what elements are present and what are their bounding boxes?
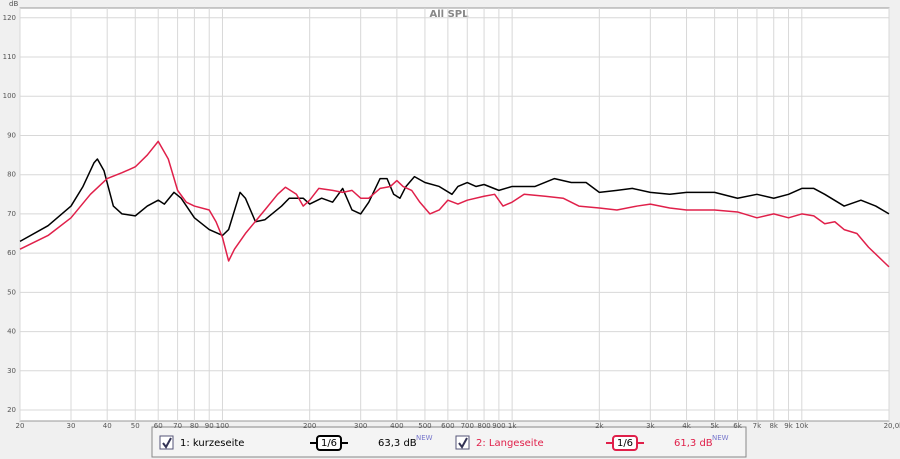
x-tick-label: 70 <box>173 422 182 430</box>
smoothing-label: 1/6 <box>617 438 633 449</box>
y-tick-label: 100 <box>3 92 16 100</box>
x-tick-label: 8k <box>769 422 778 430</box>
y-tick-label: 80 <box>7 171 16 179</box>
plot-area <box>19 7 890 422</box>
x-tick-label: 600 <box>441 422 454 430</box>
y-tick-label: 120 <box>3 14 16 22</box>
x-tick-label: 2k <box>595 422 604 430</box>
legend <box>151 426 747 458</box>
smoothing-box <box>612 435 638 451</box>
chart-title: All SPL <box>430 9 470 20</box>
x-tick-label: 20 <box>16 422 25 430</box>
x-tick-label: 3k <box>646 422 655 430</box>
x-tick-label: 40 <box>103 422 112 430</box>
x-tick-label: 80 <box>190 422 199 430</box>
y-tick-label: 20 <box>7 406 16 414</box>
legend-label: 2: Langeseite <box>476 438 544 449</box>
x-tick-label: 7k <box>753 422 762 430</box>
x-tick-label: 700 <box>461 422 474 430</box>
x-tick-label: 900 <box>492 422 505 430</box>
x-tick-label: 6k <box>733 422 742 430</box>
y-tick-label: 90 <box>7 131 16 139</box>
x-tick-label: 50 <box>131 422 140 430</box>
legend-level: 63,3 dB <box>378 438 417 449</box>
smoothing-label: 1/6 <box>321 438 337 449</box>
new-badge: NEW <box>712 434 729 442</box>
y-tick-label: 110 <box>3 53 16 61</box>
x-tick-label: 5k <box>710 422 719 430</box>
y-tick-label: 50 <box>7 288 16 296</box>
y-tick-label: 60 <box>7 249 16 257</box>
legend-label: 1: kurzeseite <box>180 438 244 449</box>
legend-level: 61,3 dB <box>674 438 713 449</box>
new-badge: NEW <box>416 434 433 442</box>
y-tick-label: 40 <box>7 328 16 336</box>
x-tick-label: 30 <box>67 422 76 430</box>
x-tick-label: 100 <box>216 422 229 430</box>
x-tick-label: 1k <box>508 422 517 430</box>
y-axis-label: dB <box>9 0 18 8</box>
x-tick-label: 60 <box>154 422 163 430</box>
x-tick-label: 4k <box>682 422 691 430</box>
y-tick-label: 70 <box>7 210 16 218</box>
x-tick-label: 20,0k Hz <box>884 422 900 430</box>
series-line <box>19 140 890 268</box>
smoothing-box <box>316 435 342 451</box>
x-tick-label: 800 <box>477 422 490 430</box>
x-tick-label: 400 <box>390 422 403 430</box>
y-tick-label: 30 <box>7 367 16 375</box>
x-tick-label: 10k <box>795 422 809 430</box>
x-tick-label: 500 <box>418 422 431 430</box>
x-tick-label: 300 <box>354 422 367 430</box>
x-tick-label: 200 <box>303 422 316 430</box>
x-tick-label: 90 <box>205 422 214 430</box>
x-tick-label: 9k <box>784 422 793 430</box>
check-mark <box>458 437 468 449</box>
check-mark <box>162 437 172 449</box>
